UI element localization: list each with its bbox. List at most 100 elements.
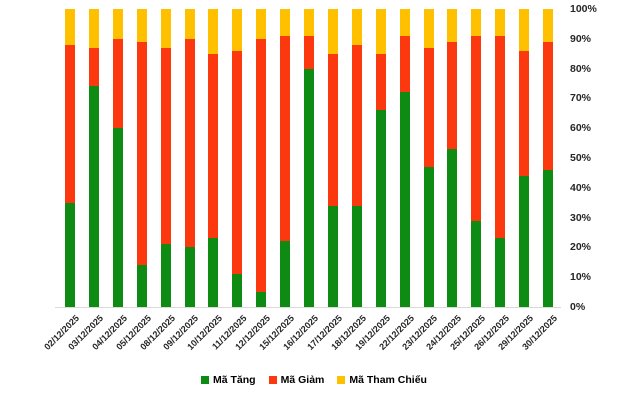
legend-item-mã-tăng[interactable]: Mã Tăng <box>201 374 256 386</box>
bar-segment-mã-tăng[interactable] <box>232 274 243 307</box>
bar-29-12-2025[interactable] <box>519 9 530 307</box>
bar-12-12-2025[interactable] <box>256 9 267 307</box>
bar-segment-mã-giảm[interactable] <box>232 50 243 275</box>
bar-segment-mã-tham-chiếu[interactable] <box>543 9 553 42</box>
bar-segment-mã-tham-chiếu[interactable] <box>256 9 267 39</box>
bar-segment-mã-giảm[interactable] <box>471 35 482 221</box>
bar-segment-mã-tham-chiếu[interactable] <box>375 9 386 54</box>
bar-segment-mã-tham-chiếu[interactable] <box>232 9 243 51</box>
bar-segment-mã-tăng[interactable] <box>399 92 410 307</box>
bar-02-12-2025[interactable] <box>65 9 75 307</box>
y-tick-label: 40% <box>570 181 592 194</box>
bar-segment-mã-tham-chiếu[interactable] <box>304 9 314 36</box>
bar-segment-mã-giảm[interactable] <box>136 41 147 266</box>
y-tick-label: 90% <box>570 32 592 45</box>
bar-segment-mã-tham-chiếu[interactable] <box>136 9 147 42</box>
bar-segment-mã-giảm[interactable] <box>327 53 338 206</box>
bar-segment-mã-tăng[interactable] <box>519 175 530 307</box>
bar-segment-mã-tham-chiếu[interactable] <box>184 9 195 39</box>
bar-segment-mã-giảm[interactable] <box>519 50 530 176</box>
bar-segment-mã-giảm[interactable] <box>65 44 75 203</box>
bar-30-12-2025[interactable] <box>543 9 553 307</box>
bar-24-12-2025[interactable] <box>447 9 458 307</box>
bar-segment-mã-tham-chiếu[interactable] <box>519 9 530 51</box>
bar-segment-mã-tăng[interactable] <box>65 202 75 307</box>
bar-segment-mã-tăng[interactable] <box>351 205 362 307</box>
y-tick-label: 70% <box>570 92 592 105</box>
bar-23-12-2025[interactable] <box>423 9 434 307</box>
legend-swatch-icon <box>201 376 210 384</box>
bar-16-12-2025[interactable] <box>304 9 314 307</box>
legend-label: Mã Tham Chiếu <box>349 374 427 386</box>
bar-segment-mã-giảm[interactable] <box>160 47 171 245</box>
y-tick-label: 100% <box>570 3 597 15</box>
legend-item-mã-tham-chiếu[interactable]: Mã Tham Chiếu <box>337 374 427 386</box>
bar-segment-mã-tăng[interactable] <box>471 220 482 307</box>
bar-segment-mã-giảm[interactable] <box>399 35 410 93</box>
bar-segment-mã-tham-chiếu[interactable] <box>471 9 482 36</box>
bar-segment-mã-tham-chiếu[interactable] <box>351 9 362 45</box>
bar-segment-mã-tăng[interactable] <box>184 247 195 307</box>
bar-segment-mã-tham-chiếu[interactable] <box>88 9 99 48</box>
bar-04-12-2025[interactable] <box>112 9 123 307</box>
bar-segment-mã-tăng[interactable] <box>304 68 314 307</box>
bar-segment-mã-giảm[interactable] <box>280 35 291 242</box>
bar-17-12-2025[interactable] <box>327 9 338 307</box>
bar-03-12-2025[interactable] <box>88 9 99 307</box>
bar-05-12-2025[interactable] <box>136 9 147 307</box>
bar-11-12-2025[interactable] <box>232 9 243 307</box>
bar-segment-mã-giảm[interactable] <box>423 47 434 167</box>
bar-segment-mã-tham-chiếu[interactable] <box>447 9 458 42</box>
bar-segment-mã-giảm[interactable] <box>375 53 386 111</box>
bar-15-12-2025[interactable] <box>280 9 291 307</box>
bar-segment-mã-tham-chiếu[interactable] <box>423 9 434 48</box>
bar-segment-mã-tham-chiếu[interactable] <box>208 9 219 54</box>
bar-segment-mã-giảm[interactable] <box>256 38 267 293</box>
bar-segment-mã-giảm[interactable] <box>88 47 99 87</box>
bar-segment-mã-tham-chiếu[interactable] <box>327 9 338 54</box>
bar-segment-mã-giảm[interactable] <box>304 35 314 69</box>
x-axis-line <box>55 307 561 308</box>
bar-segment-mã-giảm[interactable] <box>447 41 458 150</box>
bar-segment-mã-giảm[interactable] <box>351 44 362 206</box>
bar-19-12-2025[interactable] <box>375 9 386 307</box>
bar-segment-mã-tăng[interactable] <box>327 205 338 307</box>
bar-segment-mã-giảm[interactable] <box>184 38 195 248</box>
legend-label: Mã Giảm <box>280 374 325 386</box>
bar-segment-mã-giảm[interactable] <box>495 35 506 239</box>
bar-segment-mã-tham-chiếu[interactable] <box>112 9 123 39</box>
bar-18-12-2025[interactable] <box>351 9 362 307</box>
bar-segment-mã-giảm[interactable] <box>543 41 553 170</box>
bar-segment-mã-tăng[interactable] <box>495 238 506 307</box>
legend-swatch-icon <box>337 376 346 384</box>
bar-segment-mã-giảm[interactable] <box>112 38 123 129</box>
bar-segment-mã-tăng[interactable] <box>160 244 171 307</box>
bar-segment-mã-tham-chiếu[interactable] <box>160 9 171 48</box>
bar-segment-mã-tham-chiếu[interactable] <box>280 9 291 36</box>
bar-segment-mã-tăng[interactable] <box>447 149 458 307</box>
bar-22-12-2025[interactable] <box>399 9 410 307</box>
bar-segment-mã-tham-chiếu[interactable] <box>65 9 75 45</box>
bar-segment-mã-tăng[interactable] <box>280 241 291 307</box>
bar-segment-mã-tăng[interactable] <box>112 128 123 307</box>
bar-26-12-2025[interactable] <box>495 9 506 307</box>
bar-segment-mã-tăng[interactable] <box>88 86 99 307</box>
bar-10-12-2025[interactable] <box>208 9 219 307</box>
legend-label: Mã Tăng <box>213 374 256 386</box>
bar-segment-mã-tham-chiếu[interactable] <box>495 9 506 36</box>
bar-08-12-2025[interactable] <box>160 9 171 307</box>
bar-09-12-2025[interactable] <box>184 9 195 307</box>
y-tick-label: 20% <box>570 241 592 254</box>
bar-segment-mã-tăng[interactable] <box>256 292 267 307</box>
bar-segment-mã-giảm[interactable] <box>208 53 219 239</box>
bar-segment-mã-tham-chiếu[interactable] <box>399 9 410 36</box>
bar-segment-mã-tăng[interactable] <box>136 265 147 307</box>
bar-segment-mã-tăng[interactable] <box>375 110 386 307</box>
legend-swatch-icon <box>268 376 277 384</box>
bar-25-12-2025[interactable] <box>471 9 482 307</box>
bar-segment-mã-tăng[interactable] <box>208 238 219 307</box>
bar-segment-mã-tăng[interactable] <box>423 166 434 307</box>
legend-item-mã-giảm[interactable]: Mã Giảm <box>268 374 325 386</box>
bar-segment-mã-tăng[interactable] <box>543 169 553 307</box>
